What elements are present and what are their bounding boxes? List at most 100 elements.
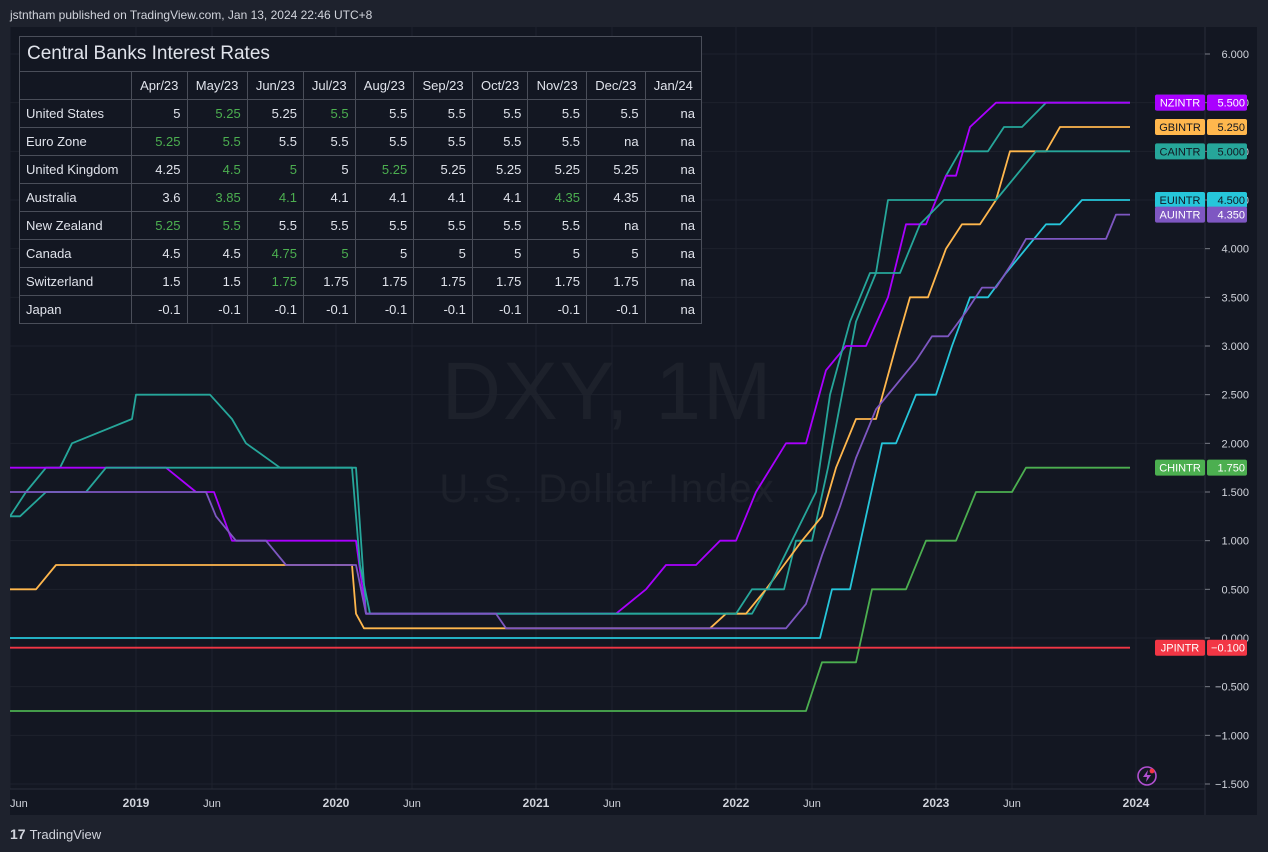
rate-cell: 5.25 [186,99,248,128]
bank-name-cell: United States [19,99,132,128]
series-line-auintr[interactable] [10,213,1130,630]
tradingview-logo-icon: 17 [10,826,26,842]
x-tick-label: 2023 [923,796,950,810]
svg-text:JPINTR: JPINTR [1161,643,1200,655]
y-tick-label: 1.000 [1221,536,1249,548]
rate-cell: 5.5 [302,99,356,128]
rate-cell: 5.5 [354,127,415,156]
rate-cell: 4.1 [246,183,304,212]
column-header: Sep/23 [413,71,473,100]
column-header: Aug/23 [354,71,415,100]
y-tick-label: 1.500 [1221,487,1249,499]
svg-text:1.750: 1.750 [1217,463,1245,475]
rate-cell: 4.5 [186,239,248,268]
rate-cell: 1.5 [131,267,188,296]
rate-cell: 3.85 [186,183,248,212]
replay-lightning-icon[interactable] [1137,766,1157,786]
rate-cell: 1.75 [354,267,415,296]
table-header-row: Apr/23 May/23 Jun/23 Jul/23 Aug/23 Sep/23 Oct/… [19,71,703,100]
x-tick-label: 2020 [323,796,350,810]
rate-cell: na [644,239,703,268]
svg-text:4.500: 4.500 [1217,195,1245,207]
x-tick-label: Jun [1003,798,1021,810]
last-value-labels: USINTR5.500NZINTR5.500GBINTR5.250CAINTR5… [1155,94,1247,656]
rate-cell: 5 [302,155,356,184]
rate-cell: 4.1 [302,183,356,212]
rate-cell: -0.1 [585,295,646,324]
rate-cell: -0.1 [131,295,188,324]
rate-cell: na [585,211,646,240]
svg-text:GBINTR: GBINTR [1159,122,1201,134]
rate-cell: 5.25 [585,155,646,184]
rate-cell: 5.25 [131,127,188,156]
svg-text:EUINTR: EUINTR [1160,195,1201,207]
rate-cell: 4.35 [527,183,587,212]
rate-cell: 4.1 [413,183,473,212]
svg-text:5.000: 5.000 [1217,146,1245,158]
y-tick-label: 2.000 [1221,438,1249,450]
rate-cell: 5 [302,239,356,268]
series-line-usintr[interactable] [10,101,1130,615]
rate-cell: 5.5 [413,127,473,156]
rate-cell: 5.5 [246,211,304,240]
rate-cell: -0.1 [246,295,304,324]
y-tick-label: 3.000 [1221,341,1249,353]
column-header: Dec/23 [585,71,646,100]
rate-cell: na [644,295,703,324]
rate-cell: -0.1 [471,295,529,324]
rate-cell: -0.1 [186,295,248,324]
table-row: United Kingdom 4.25 4.5 5 5 5.25 5.25 5.25 5.25 5… [19,155,703,184]
x-tick-label: 2024 [1123,796,1150,810]
rate-cell: 5.5 [186,127,248,156]
corner-cell [19,71,132,100]
rate-cell: 5.5 [413,211,473,240]
tradingview-brand-text: TradingView [29,827,102,842]
rate-cell: 1.75 [302,267,356,296]
svg-text:−0.100: −0.100 [1211,643,1245,655]
rate-cell: 5.5 [302,127,356,156]
tradingview-logo[interactable]: 17 TradingView [10,826,101,842]
svg-text:CHINTR: CHINTR [1159,463,1201,475]
description-watermark: U.S. Dollar Index [10,467,1205,512]
y-tick-label: 6.000 [1221,49,1249,61]
rate-cell: -0.1 [354,295,415,324]
rate-cell: 5.5 [413,99,473,128]
series-line-euintr[interactable] [10,199,1130,639]
x-tick-label: Jun [203,798,221,810]
rate-cell: na [585,127,646,156]
rate-cell: 5.5 [471,99,529,128]
rate-cell: 5.25 [471,155,529,184]
rate-cell: 5.5 [527,211,587,240]
column-header: Nov/23 [527,71,587,100]
rate-cell: 5.25 [246,99,304,128]
rate-cell: 4.75 [246,239,304,268]
series-line-caintr[interactable] [10,150,1130,615]
x-tick-label: 2022 [723,796,750,810]
central-banks-rates-table: Central Banks Interest Rates Apr/23 May/2… [19,36,703,324]
series-line-gbintr[interactable] [10,126,1130,630]
y-tick-label: −1.000 [1215,730,1249,742]
table-row: Switzerland 1.5 1.5 1.75 1.75 1.75 1.75 1.75 1.7… [19,267,703,296]
publisher-credit: jstntham published on TradingView.com, J… [10,8,373,22]
rate-cell: 5 [471,239,529,268]
rate-cell: -0.1 [302,295,356,324]
last-value-label-caintr: CAINTR 5.000 [1155,143,1247,160]
table-row: Canada 4.5 4.5 4.75 5 5 5 5 5 5 na [19,239,703,268]
series-line-chintr[interactable] [10,466,1130,712]
series-lines [10,101,1130,712]
rate-cell: 4.1 [471,183,529,212]
rate-cell: 5.5 [471,211,529,240]
rate-cell: 5 [413,239,473,268]
rate-cell: 5.25 [413,155,473,184]
svg-text:5.250: 5.250 [1217,122,1245,134]
table-row: Euro Zone 5.25 5.5 5.5 5.5 5.5 5.5 5.5 5.5 na na [19,127,703,156]
rate-cell: -0.1 [413,295,473,324]
rate-cell: na [644,155,703,184]
rate-cell: na [644,183,703,212]
rate-cell: 5.5 [527,99,587,128]
y-tick-label: −1.500 [1215,779,1249,791]
rate-cell: 5.25 [131,211,188,240]
column-header: Jan/24 [644,71,703,100]
table-row: New Zealand 5.25 5.5 5.5 5.5 5.5 5.5 5.5 5.5 na na [19,211,703,240]
svg-text:5.500: 5.500 [1217,98,1245,110]
